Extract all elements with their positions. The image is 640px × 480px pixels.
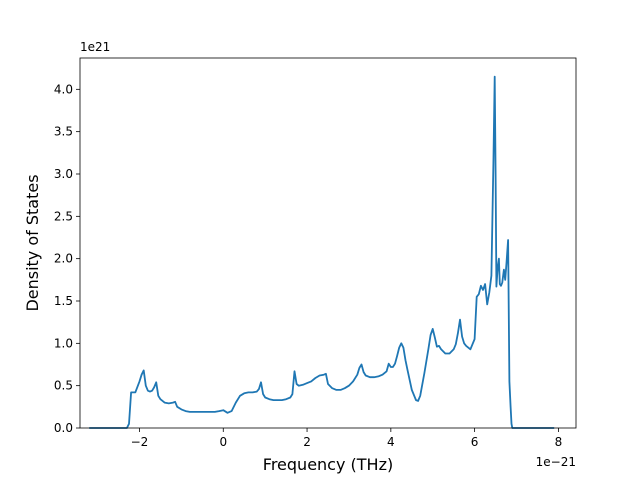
x-tick-label: 2 <box>303 435 311 449</box>
y-axis-ticks: 0.0 0.5 1.0 1.5 2.0 2.5 3.0 3.5 4.0 <box>54 82 80 435</box>
series-line <box>89 75 555 429</box>
plot-frame <box>79 57 577 429</box>
y-tick-label: 1.0 <box>54 336 73 350</box>
x-offset-label: 1e−21 <box>536 455 576 469</box>
y-tick-label: 1.5 <box>54 294 73 308</box>
y-axis-title: Density of States <box>23 174 42 311</box>
y-tick-label: 3.5 <box>54 125 73 139</box>
y-offset-label: 1e21 <box>80 40 110 54</box>
x-tick-label: −2 <box>131 435 149 449</box>
y-tick-label: 3.0 <box>54 167 73 181</box>
x-tick-label: 8 <box>555 435 563 449</box>
x-axis-ticks: −2 0 2 4 6 8 <box>131 428 563 449</box>
y-tick-label: 2.5 <box>54 209 73 223</box>
x-tick-label: 6 <box>471 435 479 449</box>
y-tick-label: 0.5 <box>54 379 73 393</box>
y-tick-label: 2.0 <box>54 252 73 266</box>
y-tick-label: 4.0 <box>54 82 73 96</box>
y-tick-label: 0.0 <box>54 421 73 435</box>
x-tick-label: 0 <box>219 435 227 449</box>
plot-area <box>80 58 576 428</box>
x-tick-label: 4 <box>387 435 395 449</box>
x-axis-title: Frequency (THz) <box>263 455 393 474</box>
